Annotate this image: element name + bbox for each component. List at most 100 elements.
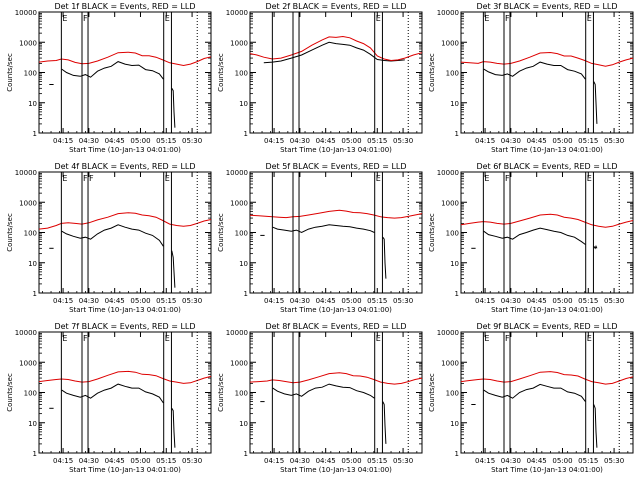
y-tick-label: 1000 [19, 359, 37, 367]
events-series-line [593, 81, 598, 124]
events-series-line [593, 404, 598, 448]
x-tick-label: 04:45 [527, 457, 547, 465]
y-tick-label: 10 [450, 420, 459, 428]
x-tick-label: 04:30 [501, 137, 521, 145]
events-series-line [382, 236, 387, 279]
x-axis-label: Start Time (10-Jan-13 04:01:00) [69, 466, 181, 474]
detector-panel-7: Det 7f BLACK = Events, RED = LLD 1 10 100 10… [6, 322, 212, 474]
y-tick-label: 10 [239, 100, 248, 108]
time-marker-letter: E [165, 14, 170, 23]
lld-series-line [38, 51, 212, 67]
x-tick-label: 04:45 [527, 137, 547, 145]
x-tick-label: 04:45 [105, 297, 125, 305]
y-axis-label: Counts/sec [428, 213, 436, 252]
lld-series-line [460, 213, 634, 228]
time-marker-letter: E [62, 334, 67, 343]
events-series-line [61, 224, 164, 247]
y-axis-label: Counts/sec [428, 53, 436, 92]
y-tick-label: 1000 [230, 39, 248, 47]
x-tick-label: 05:30 [393, 457, 413, 465]
time-marker-letter: F [83, 334, 88, 343]
x-tick-label: 05:00 [130, 457, 150, 465]
x-tick-label: 05:30 [182, 297, 202, 305]
events-series-line [171, 408, 176, 448]
y-tick-label: 1 [244, 290, 248, 298]
x-tick-label: 04:30 [501, 297, 521, 305]
x-tick-label: 05:15 [367, 137, 387, 145]
time-marker-letter: E [484, 14, 489, 23]
x-tick-label: 04:15 [475, 137, 495, 145]
y-tick-label: 1000 [19, 39, 37, 47]
lld-series-line [249, 35, 423, 62]
time-marker-letter: F [505, 14, 510, 23]
detector-panel-1: Det 1f BLACK = Events, RED = LLD 1 10 100 10… [6, 2, 212, 154]
y-axis-label: Counts/sec [6, 373, 14, 412]
y-tick-label: 100 [235, 230, 248, 238]
x-tick-label: 04:30 [79, 457, 99, 465]
events-series-line [382, 401, 387, 444]
detector-panel-5: Det 5f BLACK = Events, RED = LLD 1 10 100 10… [217, 162, 423, 314]
x-axis-label: Start Time (10-Jan-13 04:01:00) [69, 146, 181, 154]
time-marker-letter: E [376, 334, 381, 343]
events-series-line [483, 61, 586, 80]
plot-frame [249, 171, 423, 294]
x-tick-label: 05:00 [341, 457, 361, 465]
x-tick-label: 05:15 [367, 457, 387, 465]
y-tick-label: 10000 [15, 169, 37, 177]
y-tick-label: 10000 [15, 329, 37, 337]
events-series-line [61, 61, 164, 80]
x-tick-label: 05:00 [130, 137, 150, 145]
time-marker-letter: F [83, 14, 88, 23]
x-tick-label: 04:15 [53, 137, 73, 145]
x-axis-label: Start Time (10-Jan-13 04:01:00) [280, 466, 392, 474]
y-tick-label: 1 [455, 130, 459, 138]
detector-panel-4: Det 4f BLACK = Events, RED = LLD 1 10 100 10… [6, 162, 212, 314]
x-tick-label: 04:15 [53, 297, 73, 305]
time-marker-letter: E [376, 14, 381, 23]
x-tick-label: 04:15 [264, 297, 284, 305]
plot-frame [38, 11, 212, 134]
y-tick-label: 1000 [19, 199, 37, 207]
lld-series-line [38, 212, 212, 230]
x-tick-label: 04:15 [264, 137, 284, 145]
y-tick-label: 1 [244, 130, 248, 138]
panel-title: Det 2f BLACK = Events, RED = LLD [265, 2, 406, 11]
y-tick-label: 100 [446, 390, 459, 398]
x-tick-label: 04:30 [501, 457, 521, 465]
y-tick-label: 10000 [226, 169, 248, 177]
y-tick-label: 1000 [441, 199, 459, 207]
panel-title: Det 5f BLACK = Events, RED = LLD [265, 162, 406, 171]
y-tick-label: 100 [24, 70, 37, 78]
time-marker-letter: E [165, 174, 170, 183]
y-tick-label: 100 [446, 70, 459, 78]
events-series-line [61, 383, 164, 404]
events-series-line [272, 383, 375, 399]
y-tick-label: 1000 [441, 359, 459, 367]
y-tick-label: 1000 [230, 199, 248, 207]
y-tick-label: 10000 [226, 9, 248, 17]
panel-title: Det 9f BLACK = Events, RED = LLD [476, 322, 617, 331]
x-tick-label: 05:30 [393, 137, 413, 145]
x-tick-label: 05:15 [156, 137, 176, 145]
y-axis-label: Counts/sec [6, 53, 14, 92]
panel-title: Det 1f BLACK = Events, RED = LLD [54, 2, 195, 11]
time-marker-letter: E [587, 174, 592, 183]
x-tick-label: 05:30 [393, 297, 413, 305]
detector-panel-6: Det 6f BLACK = Events, RED = LLD 1 10 100 10… [428, 162, 634, 314]
time-marker-letter: E [62, 174, 67, 183]
plot-frame [249, 331, 423, 454]
x-tick-label: 04:45 [316, 457, 336, 465]
x-tick-label: 04:45 [527, 297, 547, 305]
events-series-line [483, 383, 586, 402]
x-tick-label: 04:15 [53, 457, 73, 465]
lld-series-line [249, 209, 423, 219]
panel-title: Det 6f BLACK = Events, RED = LLD [476, 162, 617, 171]
events-series-line [593, 245, 598, 250]
x-axis-label: Start Time (10-Jan-13 04:01:00) [69, 306, 181, 314]
y-tick-label: 100 [235, 390, 248, 398]
time-marker-letter: F [505, 334, 510, 343]
x-tick-label: 05:30 [182, 457, 202, 465]
x-tick-label: 05:15 [156, 297, 176, 305]
x-tick-label: 05:00 [552, 457, 572, 465]
lld-series-line [38, 370, 212, 384]
